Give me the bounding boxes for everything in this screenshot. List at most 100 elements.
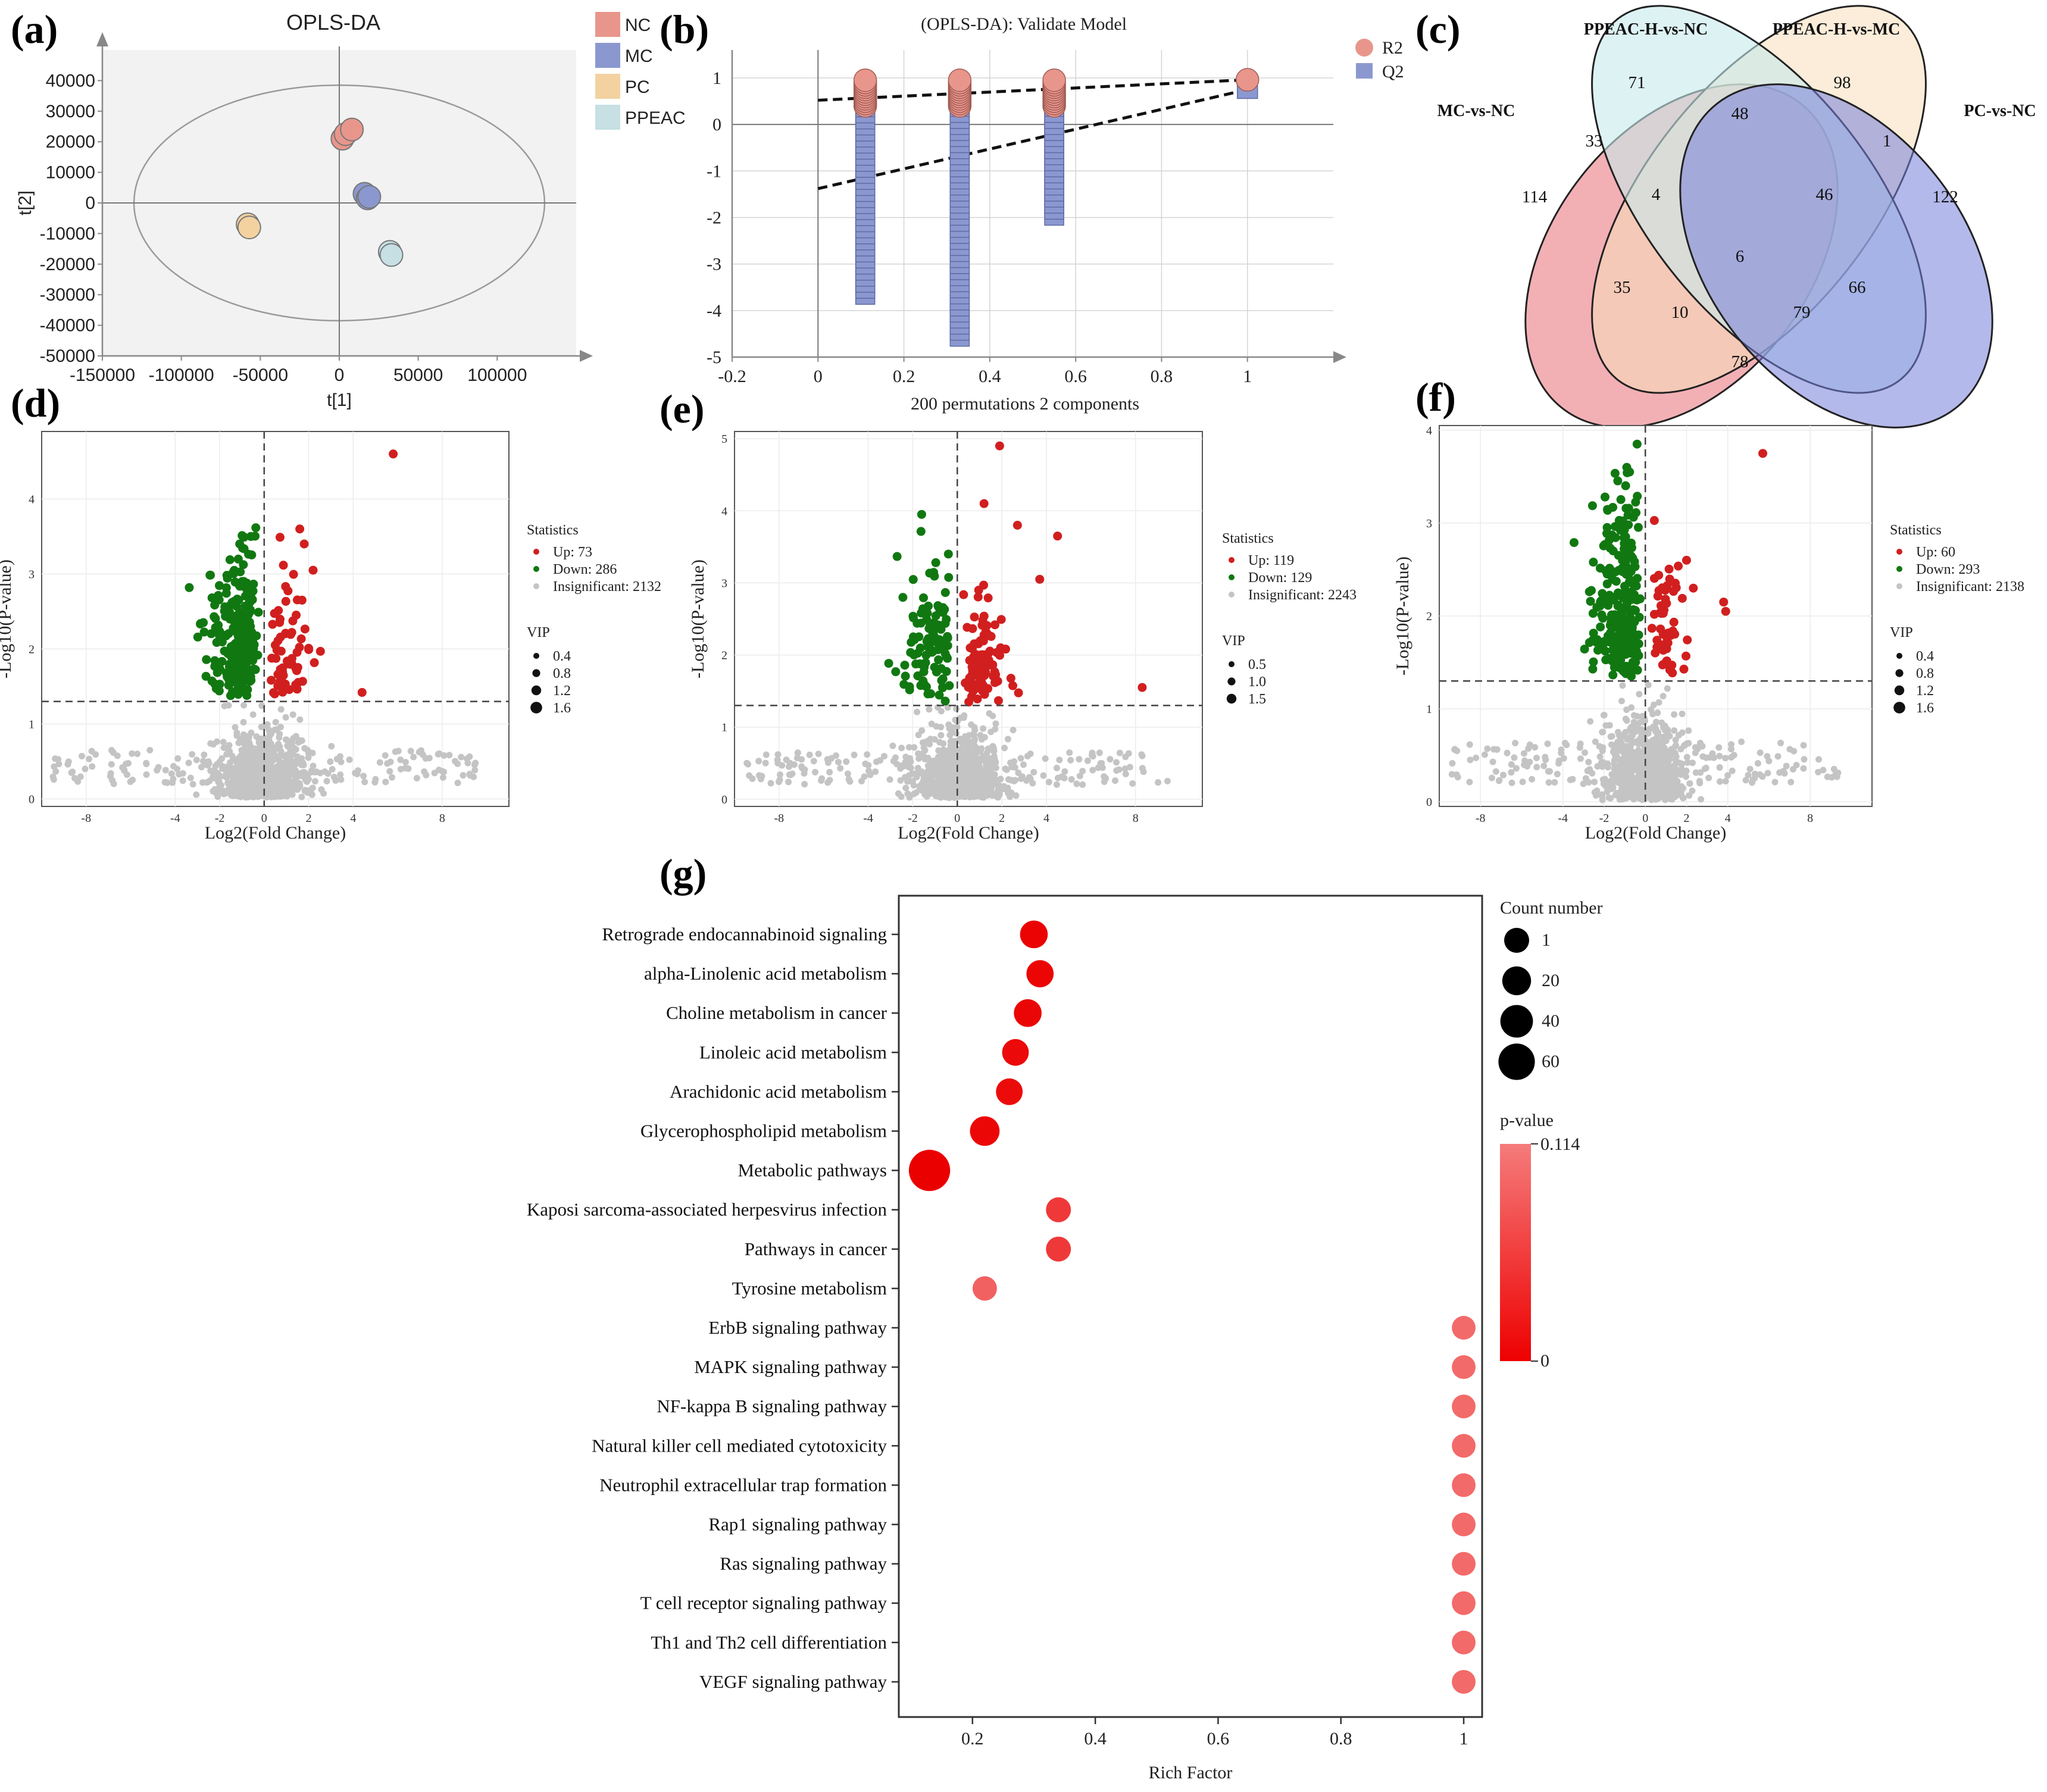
x-tick-label: 100000 <box>467 365 527 385</box>
insignificant-point <box>924 755 932 762</box>
insignificant-point <box>1629 730 1636 737</box>
insignificant-point <box>955 780 962 787</box>
vip-size-marker <box>530 702 542 714</box>
insignificant-point <box>974 774 982 781</box>
venn-region-count: 71 <box>1629 73 1646 92</box>
insignificant-point <box>1098 764 1105 771</box>
down-regulated-point <box>918 676 928 686</box>
down-regulated-point <box>229 597 239 606</box>
vip-level-label: 0.5 <box>1248 657 1266 673</box>
insignificant-point <box>201 751 208 758</box>
down-regulated-point <box>1621 543 1630 552</box>
down-regulated-point <box>1613 476 1623 486</box>
down-regulated-point <box>1598 614 1608 623</box>
legend-entry: Down: 129 <box>1248 570 1312 586</box>
insignificant-point <box>240 718 247 725</box>
x-tick-label: 2 <box>306 812 312 825</box>
up-regulated-point <box>968 624 977 633</box>
down-regulated-point <box>1602 579 1612 589</box>
insignificant-point <box>889 742 896 749</box>
insignificant-point <box>774 751 782 758</box>
insignificant-point <box>1585 758 1592 765</box>
enrichment-bubble <box>1452 1355 1476 1380</box>
insignificant-point <box>267 746 274 753</box>
insignificant-point <box>1546 768 1554 775</box>
down-regulated-point <box>243 584 253 594</box>
up-regulated-point <box>315 646 325 656</box>
insignificant-point <box>204 779 211 786</box>
insignificant-point <box>1628 770 1635 777</box>
down-regulated-point <box>245 677 255 686</box>
insignificant-point <box>953 705 960 712</box>
insignificant-point <box>248 764 255 771</box>
x-tick-label: -2 <box>908 812 918 825</box>
pathway-label: NF-kappa B signaling pathway <box>657 1396 887 1416</box>
insignificant-point <box>466 771 473 778</box>
legend-label: NC <box>625 15 651 35</box>
down-regulated-point <box>940 618 950 628</box>
insignificant-point <box>1040 772 1047 779</box>
insignificant-point <box>919 739 926 746</box>
down-regulated-point <box>1585 638 1594 648</box>
up-regulated-point <box>1721 606 1730 616</box>
insignificant-point <box>1633 787 1640 795</box>
insignificant-point <box>371 778 379 786</box>
insignificant-point <box>121 767 128 774</box>
insignificant-point <box>271 790 278 797</box>
insignificant-point <box>1663 752 1670 759</box>
insignificant-point <box>1596 753 1604 760</box>
insignificant-point <box>214 793 221 800</box>
up-regulated-point <box>308 565 318 575</box>
insignificant-point <box>1815 756 1823 763</box>
up-regulated-point <box>1654 570 1664 580</box>
insignificant-point <box>992 764 999 771</box>
insignificant-point <box>1500 771 1507 778</box>
up-regulated-point <box>996 615 1006 624</box>
up-regulated-point <box>995 441 1004 451</box>
y-tick-label: 3 <box>721 577 727 590</box>
down-regulated-point <box>1600 540 1610 549</box>
up-regulated-point <box>969 656 979 666</box>
down-regulated-point <box>235 539 245 549</box>
insignificant-point <box>277 706 285 713</box>
insignificant-point <box>1637 778 1645 785</box>
vip-size-marker <box>1895 669 1904 677</box>
y-tick-label: 1 <box>721 721 727 734</box>
insignificant-point <box>1671 711 1678 718</box>
insignificant-point <box>1653 777 1660 784</box>
count-level-label: 20 <box>1542 971 1560 990</box>
insignificant-point <box>1686 792 1693 799</box>
down-regulated-point <box>245 668 255 678</box>
insignificant-point <box>337 771 344 778</box>
insignificant-point <box>1678 783 1685 790</box>
insignificant-point <box>1604 760 1611 767</box>
down-regulated-point <box>935 643 944 653</box>
y-axis-label: t[2] <box>15 190 35 215</box>
insignificant-point <box>292 773 299 780</box>
panel-d-volcano: -8 -4 -2 0 2 4 8 0 1 2 3 4 Log2(Fold Change) -Log10(P… <box>0 431 661 843</box>
x-axis-arrow <box>580 350 593 362</box>
insignificant-point <box>1587 718 1594 725</box>
vip-level-label: 1.2 <box>553 683 571 699</box>
up-regulated-point <box>983 593 993 603</box>
down-regulated-point <box>1621 532 1630 542</box>
enrichment-bubble <box>1020 920 1048 949</box>
venn-region-count: 35 <box>1614 278 1631 297</box>
insignificant-point <box>1640 751 1648 758</box>
insignificant-point <box>223 750 230 758</box>
insignificant-point <box>320 790 327 797</box>
down-regulated-point <box>1624 564 1634 573</box>
vip-legend-title: VIP <box>1222 633 1245 649</box>
insignificant-point <box>923 793 930 800</box>
insignificant-point <box>77 773 84 780</box>
insignificant-point <box>471 761 478 768</box>
down-regulated-point <box>917 509 926 519</box>
insignificant-point <box>1599 728 1607 736</box>
pathway-label: Kaposi sarcoma-associated herpesvirus in… <box>527 1199 887 1220</box>
down-regulated-point <box>1588 609 1598 618</box>
insignificant-point <box>910 790 917 798</box>
insignificant-point <box>1493 746 1501 753</box>
vip-level-label: 0.8 <box>1916 666 1934 681</box>
down-regulated-point <box>237 647 246 656</box>
up-regulated-point <box>970 612 979 622</box>
